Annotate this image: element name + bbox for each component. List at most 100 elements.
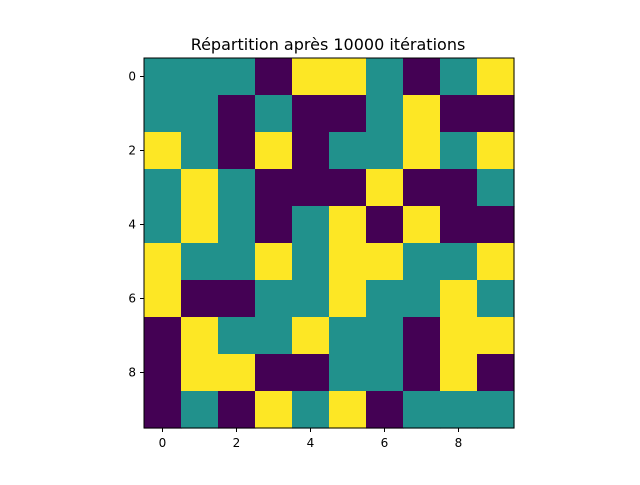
heatmap-cell-r4-c5 bbox=[329, 206, 367, 244]
plot-frame bbox=[143, 57, 515, 429]
heatmap-cell-r2-c5 bbox=[329, 132, 367, 170]
heatmap-cell-r0-c4 bbox=[292, 58, 330, 96]
heatmap-cell-r0-c1 bbox=[181, 58, 219, 96]
heatmap-cell-r0-c7 bbox=[403, 58, 441, 96]
heatmap-cell-r2-c9 bbox=[477, 132, 515, 170]
heatmap-cell-r5-c5 bbox=[329, 243, 367, 281]
heatmap-cell-r1-c3 bbox=[255, 95, 293, 133]
x-tick-label: 8 bbox=[455, 436, 463, 450]
heatmap-cell-r6-c8 bbox=[440, 280, 478, 318]
heatmap-cell-r9-c0 bbox=[144, 391, 182, 429]
heatmap-cell-r7-c6 bbox=[366, 317, 404, 355]
heatmap-cell-r6-c1 bbox=[181, 280, 219, 318]
heatmap-cell-r3-c3 bbox=[255, 169, 293, 207]
heatmap-cell-r6-c7 bbox=[403, 280, 441, 318]
heatmap-cell-r6-c3 bbox=[255, 280, 293, 318]
heatmap-cell-r6-c5 bbox=[329, 280, 367, 318]
heatmap-cell-r0-c0 bbox=[144, 58, 182, 96]
heatmap-cell-r8-c5 bbox=[329, 354, 367, 392]
heatmap-cell-r0-c5 bbox=[329, 58, 367, 96]
heatmap-cell-r6-c4 bbox=[292, 280, 330, 318]
chart-title: Répartition après 10000 itérations bbox=[191, 35, 466, 54]
y-tick-label: 6 bbox=[128, 292, 136, 306]
heatmap-cell-r1-c7 bbox=[403, 95, 441, 133]
heatmap-cell-r4-c7 bbox=[403, 206, 441, 244]
heatmap-cell-r0-c3 bbox=[255, 58, 293, 96]
heatmap-cell-r7-c9 bbox=[477, 317, 515, 355]
heatmap-cell-r7-c3 bbox=[255, 317, 293, 355]
y-tick-label: 2 bbox=[128, 144, 136, 158]
heatmap-cell-r6-c0 bbox=[144, 280, 182, 318]
heatmap-cell-r1-c5 bbox=[329, 95, 367, 133]
y-tick-label: 8 bbox=[128, 366, 136, 380]
heatmap-cell-r4-c0 bbox=[144, 206, 182, 244]
heatmap-cell-r8-c1 bbox=[181, 354, 219, 392]
heatmap-cell-r3-c4 bbox=[292, 169, 330, 207]
heatmap-cell-r9-c7 bbox=[403, 391, 441, 429]
heatmap-cell-r5-c8 bbox=[440, 243, 478, 281]
heatmap-cell-r8-c2 bbox=[218, 354, 256, 392]
y-axis: 0 2 4 6 8 bbox=[128, 70, 144, 380]
heatmap-cell-r2-c8 bbox=[440, 132, 478, 170]
heatmap-cell-r5-c1 bbox=[181, 243, 219, 281]
heatmap-cell-r2-c0 bbox=[144, 132, 182, 170]
heatmap-cell-r7-c0 bbox=[144, 317, 182, 355]
heatmap-cell-r6-c2 bbox=[218, 280, 256, 318]
heatmap-cell-r7-c5 bbox=[329, 317, 367, 355]
heatmap-cell-r8-c7 bbox=[403, 354, 441, 392]
x-axis: 0 2 4 6 8 bbox=[159, 428, 463, 450]
heatmap-cell-r0-c6 bbox=[366, 58, 404, 96]
heatmap-cell-r2-c7 bbox=[403, 132, 441, 170]
heatmap-cell-r1-c1 bbox=[181, 95, 219, 133]
heatmap-cell-r2-c4 bbox=[292, 132, 330, 170]
heatmap-cell-r5-c7 bbox=[403, 243, 441, 281]
heatmap-cell-r1-c8 bbox=[440, 95, 478, 133]
heatmap-cell-r2-c6 bbox=[366, 132, 404, 170]
heatmap-cell-r0-c8 bbox=[440, 58, 478, 96]
heatmap-cell-r9-c2 bbox=[218, 391, 256, 429]
heatmap-cell-r5-c4 bbox=[292, 243, 330, 281]
heatmap-cell-r3-c1 bbox=[181, 169, 219, 207]
heatmap-cell-r8-c3 bbox=[255, 354, 293, 392]
heatmap-cell-r3-c6 bbox=[366, 169, 404, 207]
heatmap-cell-r9-c9 bbox=[477, 391, 515, 429]
heatmap-cell-r3-c2 bbox=[218, 169, 256, 207]
heatmap-cell-r6-c6 bbox=[366, 280, 404, 318]
heatmap-cell-r7-c4 bbox=[292, 317, 330, 355]
heatmap-cell-r5-c6 bbox=[366, 243, 404, 281]
heatmap-cell-r1-c0 bbox=[144, 95, 182, 133]
heatmap-cell-r4-c3 bbox=[255, 206, 293, 244]
heatmap-cell-r5-c9 bbox=[477, 243, 515, 281]
heatmap-cell-r4-c8 bbox=[440, 206, 478, 244]
heatmap-cell-r2-c1 bbox=[181, 132, 219, 170]
heatmap-cell-r4-c4 bbox=[292, 206, 330, 244]
heatmap-cell-r5-c2 bbox=[218, 243, 256, 281]
heatmap-cell-r2-c2 bbox=[218, 132, 256, 170]
x-tick-label: 4 bbox=[307, 436, 315, 450]
heatmap-cell-r7-c1 bbox=[181, 317, 219, 355]
heatmap-cell-r9-c5 bbox=[329, 391, 367, 429]
x-tick-label: 2 bbox=[233, 436, 241, 450]
heatmap-cell-r7-c2 bbox=[218, 317, 256, 355]
heatmap-cell-r1-c4 bbox=[292, 95, 330, 133]
heatmap-cell-r8-c8 bbox=[440, 354, 478, 392]
heatmap-cell-r9-c3 bbox=[255, 391, 293, 429]
x-tick-label: 6 bbox=[381, 436, 389, 450]
heatmap-cells bbox=[144, 58, 515, 429]
heatmap-cell-r5-c0 bbox=[144, 243, 182, 281]
heatmap-cell-r3-c5 bbox=[329, 169, 367, 207]
heatmap-cell-r3-c8 bbox=[440, 169, 478, 207]
heatmap-cell-r0-c2 bbox=[218, 58, 256, 96]
heatmap-cell-r1-c6 bbox=[366, 95, 404, 133]
heatmap-cell-r7-c8 bbox=[440, 317, 478, 355]
heatmap-cell-r8-c9 bbox=[477, 354, 515, 392]
heatmap-cell-r2-c3 bbox=[255, 132, 293, 170]
heatmap-cell-r9-c8 bbox=[440, 391, 478, 429]
heatmap-cell-r4-c2 bbox=[218, 206, 256, 244]
heatmap-cell-r7-c7 bbox=[403, 317, 441, 355]
heatmap-cell-r8-c4 bbox=[292, 354, 330, 392]
heatmap-cell-r8-c0 bbox=[144, 354, 182, 392]
heatmap-cell-r9-c6 bbox=[366, 391, 404, 429]
y-tick-label: 0 bbox=[128, 70, 136, 84]
